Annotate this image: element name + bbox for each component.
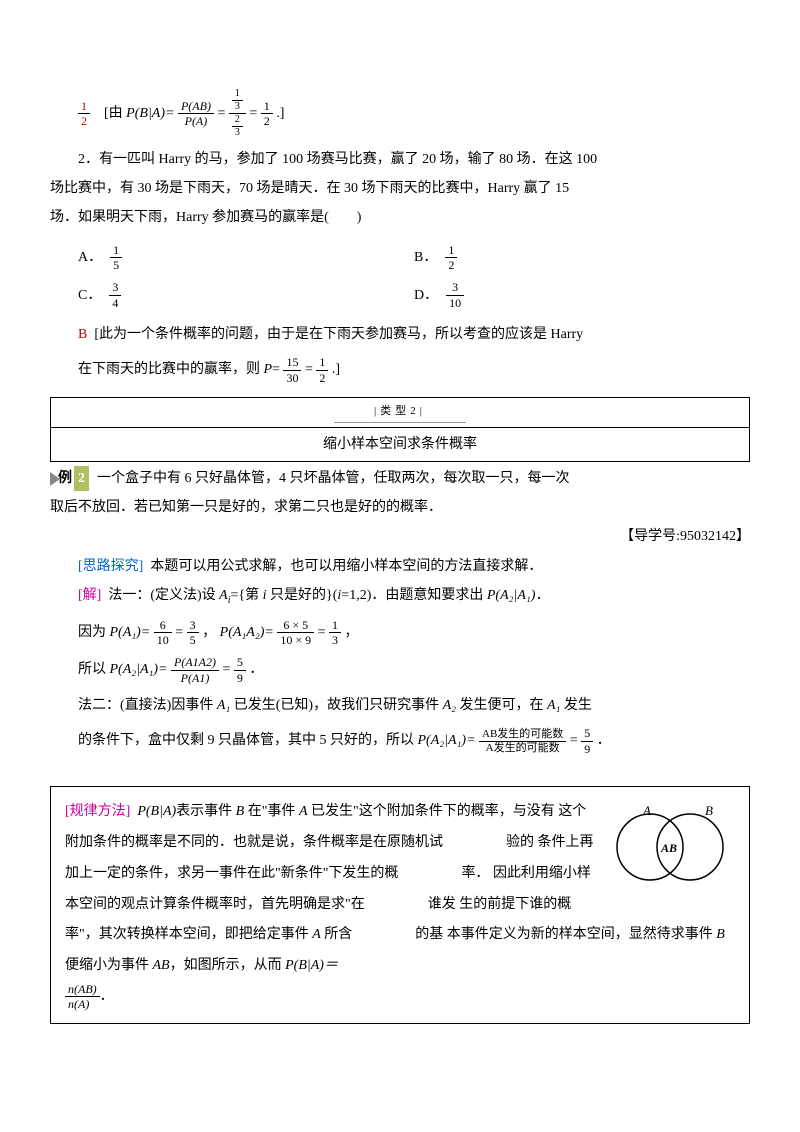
venn-b-label: B — [705, 803, 713, 818]
example-badge: 例 2 — [50, 466, 89, 491]
option-a: A． 15 — [78, 243, 414, 273]
solution-label: [解] — [78, 588, 101, 603]
option-c-label: C． — [78, 283, 101, 308]
option-d-label: D． — [414, 283, 438, 308]
option-c: C． 34 — [78, 280, 414, 310]
question-2-line-1: 2．有一匹叫 Harry 的马，参加了 100 场赛马比赛，赢了 20 场，输了… — [50, 147, 750, 172]
example-number: 2 — [74, 466, 89, 491]
method-box: A B AB [规律方法] P(B|A)表示事件 B 在"事件 A 已发生"这个… — [50, 786, 750, 1024]
solution-method-1: [解] 法一：(定义法)设 Ai={第 i 只是好的}(i=1,2)．由题意知要… — [50, 583, 750, 610]
type-2-box: |类型2| 缩小样本空间求条件概率 — [50, 397, 750, 462]
answer-1-value: 1 2 — [78, 99, 90, 129]
type-2-title: 缩小样本空间求条件概率 — [51, 428, 749, 461]
venn-ab-label: AB — [660, 841, 677, 855]
answer-1: 1 2 [由 P(B|A)= P(AB)P(A) = 13 23 = 12 .] — [78, 88, 750, 139]
option-b: B． 12 — [414, 243, 750, 273]
explore-line: [思路探究] 本题可以用公式求解，也可以用缩小样本空间的方法直接求解． — [50, 554, 750, 579]
type-2-header: |类型2| — [51, 398, 749, 428]
solution-method-2-line-2: 的条件下，盒中仅剩 9 只晶体管，其中 5 只好的，所以 P(A₂|A₁)= A… — [78, 726, 750, 756]
answer-letter: B — [78, 327, 87, 342]
question-2-answer: B [此为一个条件概率的问题，由于是在下雨天参加赛马，所以考查的应该是 Harr… — [50, 322, 750, 347]
method-label: [规律方法] — [65, 804, 130, 819]
option-d: D． 310 — [414, 280, 750, 310]
example-2: 例 2 一个盒子中有 6 只好晶体管，4 只坏晶体管，任取两次，每次取一只，每一… — [50, 466, 750, 491]
probability-pa1: 因为 P(A₁)= 610 = 35 ， P(A₁A₂)= 6 × 510 × … — [78, 618, 750, 648]
question-2-solution: 在下雨天的比赛中的赢率，则 P= 1530 = 12 .] — [78, 355, 750, 385]
option-b-label: B． — [414, 245, 437, 270]
question-2-options: A． 15 B． 12 C． 34 D． 310 — [78, 239, 750, 315]
question-2-line-3: 场．如果明天下雨，Harry 参加赛马的赢率是( ) — [50, 205, 750, 230]
explore-label: [思路探究] — [78, 559, 143, 574]
example-label: 例 — [58, 466, 72, 491]
option-a-label: A． — [78, 245, 102, 270]
example-2-text-1: 一个盒子中有 6 只好晶体管，4 只坏晶体管，任取两次，每次取一只，每一次 — [97, 466, 570, 491]
venn-a-label: A — [642, 803, 651, 818]
guide-number: 【导学号:95032142】 — [50, 524, 750, 549]
example-2-text-2: 取后不放回．若已知第一只是好的，求第二只也是好的的概率． — [50, 495, 750, 520]
answer-1-explain: [由 P(B|A)= P(AB)P(A) = 13 23 = 12 .] — [104, 106, 284, 121]
solution-method-2-line-1: 法二：(直接法)因事件 A₁ 已发生(已知)，故我们只研究事件 A₂ 发生便可，… — [50, 693, 750, 718]
question-2-line-2: 场比赛中，有 30 场是下雨天，70 场是晴天．在 30 场下雨天的比赛中，Ha… — [50, 176, 750, 201]
conditional-prob: 所以 P(A₂|A₁)= P(A1A2)P(A1) = 59 ． — [78, 655, 750, 685]
venn-diagram: A B AB — [605, 797, 735, 892]
